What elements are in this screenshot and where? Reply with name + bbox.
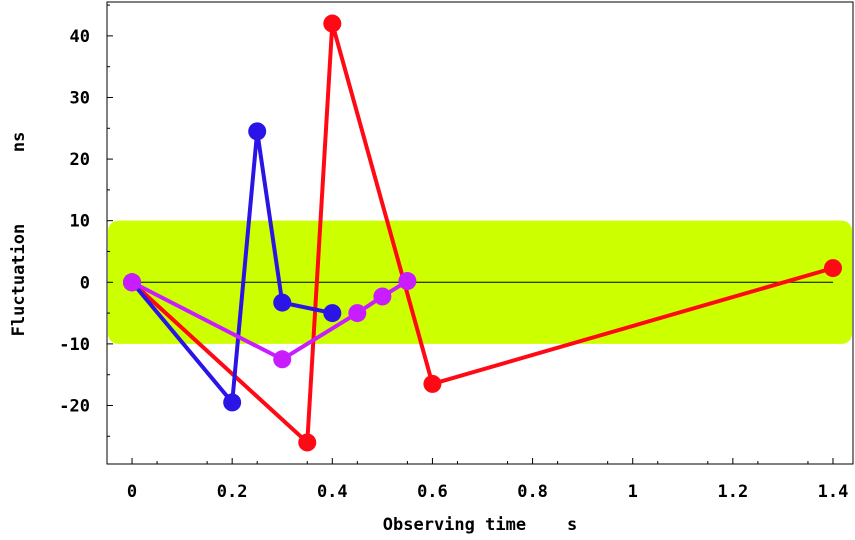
x-tick-label: 0.4	[317, 482, 348, 502]
data-point	[373, 287, 392, 306]
y-tick-label: 10	[70, 212, 90, 232]
x-tick-label: 0.2	[217, 482, 248, 502]
plot-frame	[106, 1, 854, 465]
data-point	[423, 374, 442, 393]
y-tick-label: 0	[80, 273, 90, 293]
x-tick-label: 1	[628, 482, 638, 502]
data-point	[398, 272, 417, 291]
data-point	[248, 122, 267, 141]
x-tick-label: 0	[127, 482, 137, 502]
data-point	[823, 259, 842, 278]
y-tick-label: 30	[70, 88, 90, 108]
x-axis-title: Observing time s	[383, 515, 577, 535]
data-point	[298, 433, 317, 452]
axis-ticks-layer: 0 0.2 0.4 0.6 0.8 1 1.2 1.4 -20 -10 0 10 20 30 40	[59, 4, 849, 502]
y-tick-label: -20	[59, 396, 90, 416]
x-tick-label: 0.6	[417, 482, 448, 502]
x-tick-label: 1.2	[717, 482, 748, 502]
x-tick-label: 0.8	[517, 482, 548, 502]
data-point	[323, 304, 342, 323]
data-point	[123, 273, 142, 292]
y-tick-label: 40	[70, 27, 90, 47]
data-point	[348, 304, 367, 323]
data-point	[273, 350, 292, 369]
series-group	[123, 272, 417, 369]
y-axis-title: Fluctuation ns	[9, 132, 29, 337]
data-point	[273, 293, 292, 312]
data-point	[323, 14, 342, 33]
data-point	[223, 393, 242, 412]
y-tick-label: -10	[59, 335, 90, 355]
series-layer	[123, 14, 842, 452]
x-tick-label: 1.4	[818, 482, 849, 502]
y-tick-label: 20	[70, 150, 90, 170]
